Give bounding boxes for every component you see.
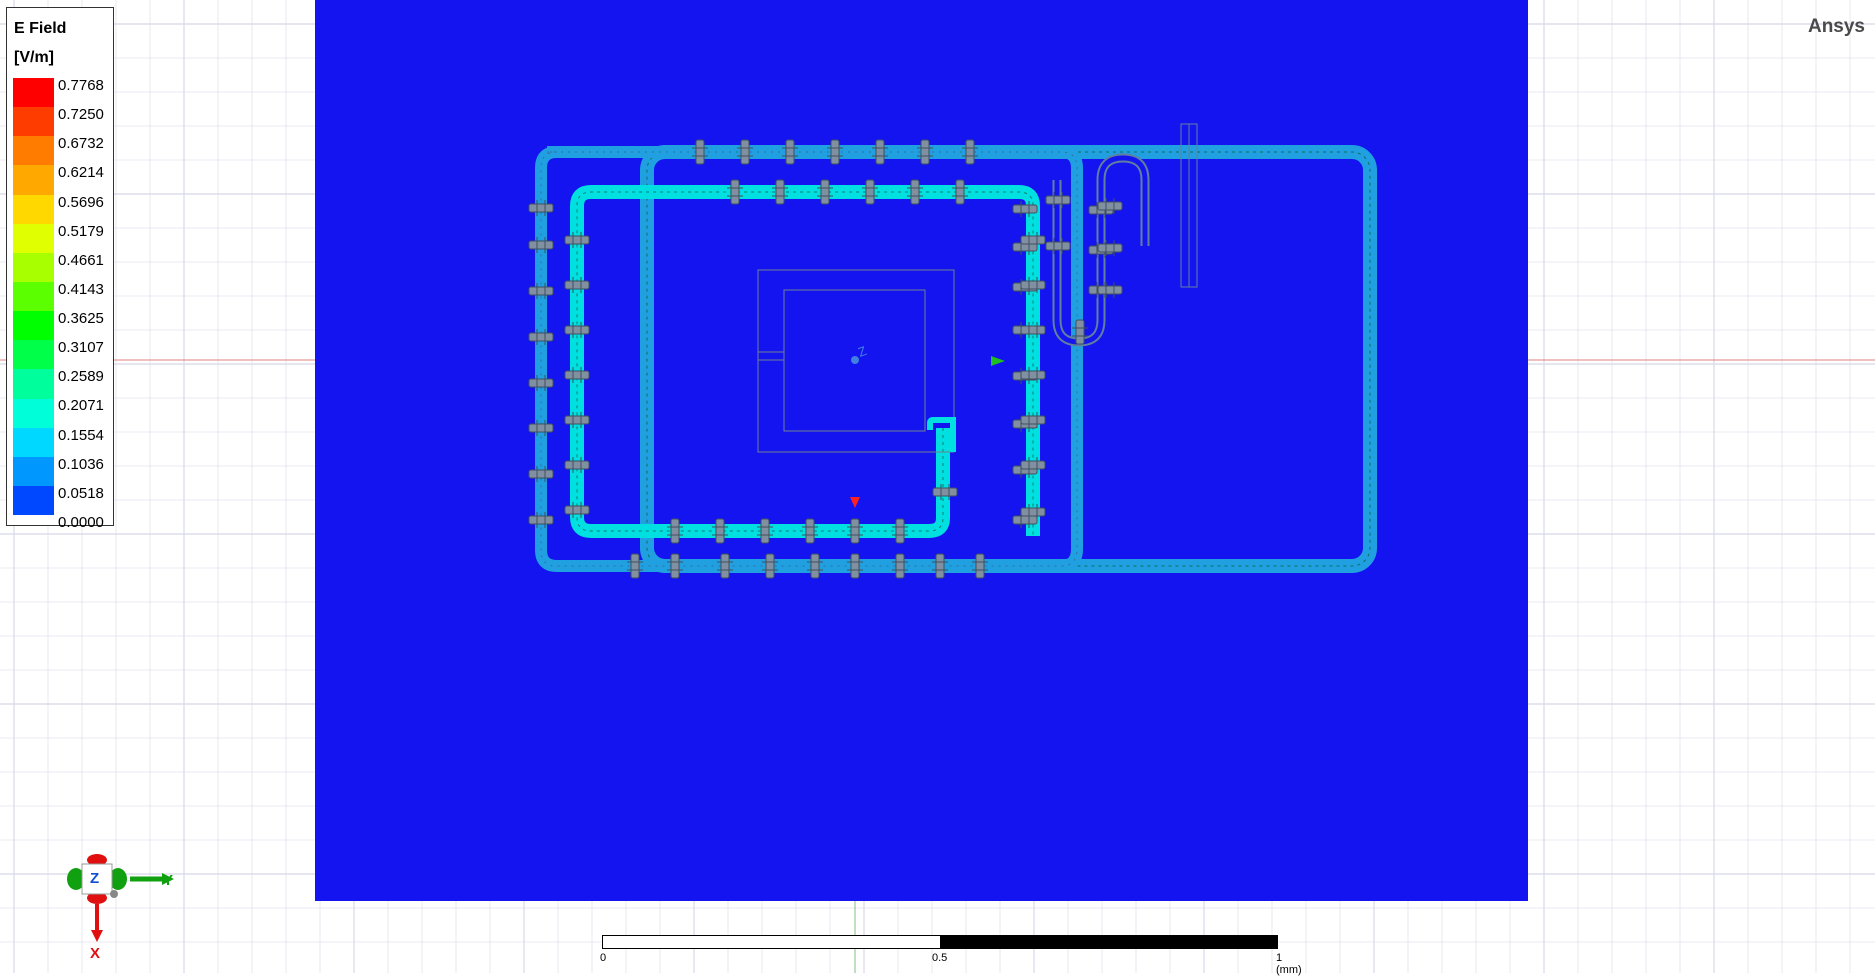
legend-swatch: [13, 456, 54, 486]
legend-value-label: 0.5696: [58, 193, 104, 211]
legend-swatch: [13, 78, 54, 108]
legend-swatch: [13, 398, 54, 428]
legend-value-label: 0.5179: [58, 222, 104, 240]
legend-value-label: 0.3107: [58, 339, 104, 357]
legend-value-label: 0.4661: [58, 251, 104, 269]
axis-triad[interactable]: Z Y X: [60, 850, 190, 970]
legend-swatch: [13, 223, 54, 253]
legend-swatch: [13, 369, 54, 399]
legend-swatch: [13, 311, 54, 341]
triad-z-label: Z: [90, 870, 100, 887]
scale-label-0: 0: [600, 952, 607, 964]
legend-value-label: 0.0518: [58, 484, 104, 502]
scale-track: [602, 935, 1278, 949]
field-geometry: Z: [528, 123, 1377, 579]
legend-color-bar: [13, 78, 54, 516]
legend-swatch: [13, 136, 54, 166]
scale-bar: 0 0.5 1 (mm): [600, 935, 1302, 976]
legend-value-label: 0.3625: [58, 310, 104, 328]
axis-triad-icon: [67, 854, 174, 942]
legend-swatch: [13, 252, 54, 282]
e-field-plot[interactable]: Z: [315, 0, 1528, 901]
triad-x-label: X: [90, 945, 101, 962]
legend-title: E Field: [14, 20, 67, 37]
legend-value-label: 0.2589: [58, 368, 104, 386]
brand-logo: Ansys: [1807, 16, 1865, 37]
legend-value-label: 0.1036: [58, 455, 104, 473]
legend-swatch: [13, 427, 54, 457]
legend-swatch: [13, 281, 54, 312]
scale-fill: [940, 936, 1277, 948]
legend-swatch: [13, 340, 54, 370]
legend-value-label: 0.0000: [58, 514, 104, 531]
legend-value-label: 0.6732: [58, 135, 104, 153]
legend-swatch: [13, 194, 54, 224]
legend-value-label: 0.7250: [58, 106, 104, 124]
legend-value-label: 0.1554: [58, 426, 104, 444]
legend-value-label: 0.6214: [58, 164, 104, 182]
legend-unit: [V/m]: [14, 49, 54, 66]
legend-value-label: 0.7768: [58, 77, 104, 94]
legend-swatch: [13, 485, 54, 516]
legend-value-label: 0.2071: [58, 397, 104, 415]
legend-value-label: 0.4143: [58, 280, 104, 298]
legend-swatch: [13, 165, 54, 195]
color-legend[interactable]: E Field [V/m] 0.7768 0.7250 0.6732 0.6214 0.…: [6, 7, 114, 531]
legend-swatch: [13, 107, 54, 137]
scale-label-mid: 0.5: [932, 952, 948, 964]
triad-y-label: Y: [163, 872, 174, 889]
scale-label-end: 1 (mm): [1276, 952, 1302, 976]
